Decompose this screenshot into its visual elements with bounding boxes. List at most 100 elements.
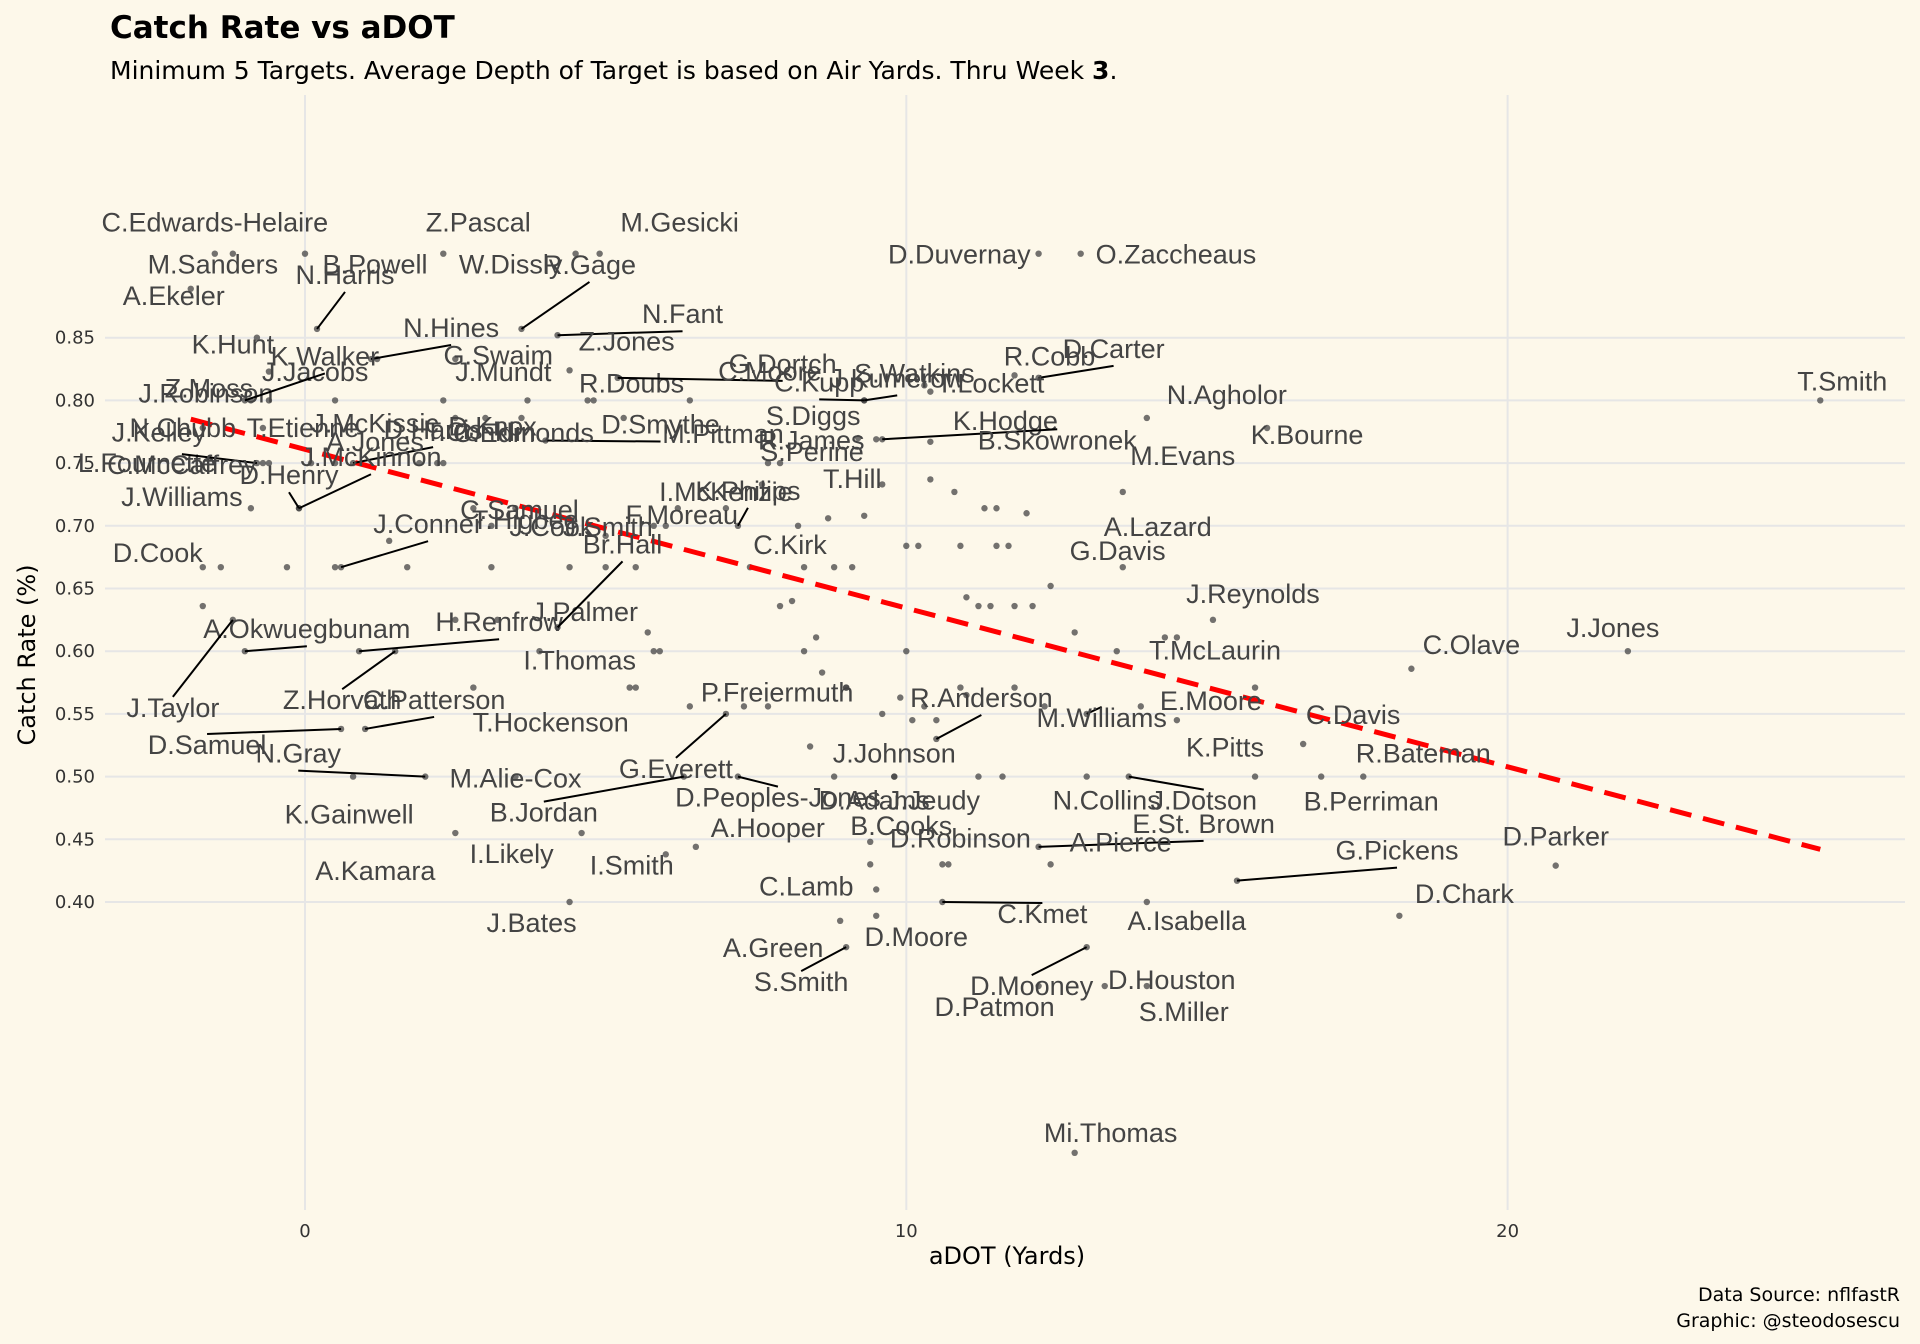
- data-point: [440, 250, 447, 257]
- data-point: [590, 397, 597, 404]
- point-label: N.Gray: [256, 739, 342, 769]
- data-point: [349, 773, 357, 780]
- data-point: [247, 505, 255, 512]
- point-label: T.Hill: [823, 464, 882, 494]
- caption-source: Data Source: nflfastR: [1698, 1284, 1900, 1306]
- point-label: E.St. Brown: [1132, 809, 1275, 839]
- label-leader-line: [340, 540, 429, 569]
- point-label: G.Dortch: [729, 349, 837, 379]
- data-point: [1161, 634, 1169, 641]
- point-label: J.Smith: [563, 512, 653, 542]
- data-point: [440, 397, 447, 404]
- point-label: E.Moore: [1160, 686, 1262, 716]
- point-label: K.Philips: [695, 476, 800, 506]
- point-label: S.Diggs: [766, 401, 861, 431]
- point-label: T.Smith: [1797, 366, 1887, 396]
- point-label: J.Jeudy: [887, 786, 981, 816]
- data-point: [915, 542, 922, 550]
- data-point: [307, 459, 315, 467]
- label-leader-line: [737, 507, 749, 527]
- data-point: [199, 424, 206, 432]
- label-leader-line: [737, 775, 779, 788]
- label-leader-line: [864, 394, 898, 402]
- data-point: [1251, 684, 1259, 691]
- data-point: [253, 334, 261, 341]
- point-label: K.Hunt: [192, 330, 275, 360]
- data-point: [596, 250, 603, 257]
- label-leader-line: [1031, 946, 1088, 977]
- data-point: [566, 367, 573, 374]
- point-label: T.McLaurin: [1149, 636, 1281, 666]
- label-leader-line: [172, 619, 234, 698]
- data-point: [981, 505, 988, 512]
- data-point: [1071, 629, 1078, 636]
- data-point: [566, 898, 573, 906]
- label-leader-line: [364, 715, 435, 730]
- data-point: [963, 691, 970, 699]
- data-point: [1173, 716, 1181, 724]
- label-leader-line: [341, 650, 396, 691]
- label-leader-line: [520, 281, 591, 330]
- point-label: C.Kirk: [753, 530, 827, 560]
- data-point: [416, 459, 423, 467]
- data-point: [301, 250, 309, 257]
- trend-line-group: [190, 416, 1821, 852]
- data-point: [470, 505, 477, 512]
- data-point: [692, 843, 700, 851]
- point-label: B.Cooks: [850, 811, 952, 841]
- chart-title: Catch Rate vs aDOT: [110, 10, 455, 46]
- point-label: A.Green: [723, 933, 824, 963]
- point-label: N.Hines: [403, 313, 499, 343]
- data-point: [788, 597, 796, 605]
- y-tick-label: 0.45: [55, 829, 95, 850]
- data-point: [842, 684, 850, 691]
- point-label: J.Conner: [373, 509, 483, 539]
- data-point: [1299, 740, 1307, 748]
- data-point: [1101, 982, 1108, 990]
- data-point: [199, 563, 206, 571]
- data-point: [1817, 397, 1824, 404]
- label-leader-line: [882, 428, 1058, 441]
- point-label: C.Edmonds: [453, 418, 594, 448]
- point-label: D.Carter: [1063, 334, 1165, 364]
- point-label: O.Zaccheaus: [1096, 240, 1257, 270]
- point-label: C.Davis: [1306, 700, 1401, 730]
- data-point: [1143, 982, 1151, 990]
- point-label: S.Miller: [1139, 997, 1229, 1027]
- point-label: D.Henry: [239, 460, 339, 490]
- data-point: [632, 684, 639, 691]
- point-label: N.Collins: [1053, 786, 1161, 816]
- data-point: [1317, 773, 1325, 780]
- data-point: [927, 476, 934, 483]
- data-point: [572, 250, 579, 257]
- point-label: A.Kamara: [315, 856, 436, 886]
- point-label: D.Houston: [1108, 965, 1236, 995]
- point-label: W.Dissly: [459, 250, 563, 280]
- point-label: B.Perriman: [1304, 787, 1439, 817]
- data-point: [1209, 616, 1217, 624]
- data-point: [686, 397, 694, 404]
- data-point: [800, 563, 808, 571]
- data-point: [927, 388, 934, 395]
- y-tick-label: 0.55: [55, 704, 95, 725]
- point-label: D.Robinson: [890, 823, 1031, 853]
- point-label: N.Agholor: [1167, 380, 1287, 410]
- point-label: J.Cook: [509, 512, 594, 542]
- point-label: G.Davis: [1070, 536, 1166, 566]
- point-label: T.Hockenson: [473, 708, 629, 738]
- data-point: [259, 459, 267, 467]
- data-point: [1119, 563, 1126, 571]
- data-point: [578, 829, 585, 837]
- point-label: I.Likely: [470, 839, 555, 869]
- y-tick-label: 0.70: [55, 516, 95, 537]
- point-label: M.Williams: [1036, 703, 1166, 733]
- data-point: [933, 716, 940, 724]
- data-point: [722, 505, 730, 512]
- point-label: N.Chubb: [129, 413, 236, 443]
- data-point: [806, 743, 814, 750]
- y-tick-label: 0.50: [55, 767, 95, 788]
- point-label: S.Perine: [760, 437, 864, 467]
- x-axis-title: aDOT (Yards): [929, 1242, 1085, 1270]
- label-leader-line: [675, 713, 727, 759]
- label-leader-line: [935, 714, 982, 740]
